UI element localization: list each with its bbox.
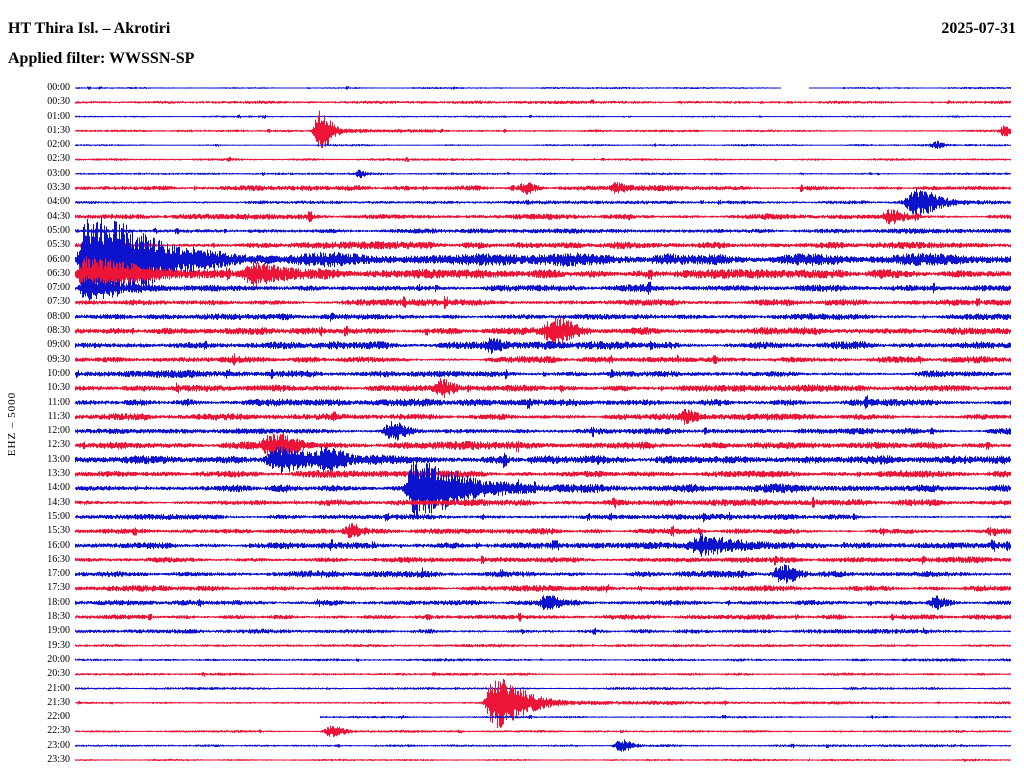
time-label: 08:30 <box>47 325 70 337</box>
time-label: 19:00 <box>47 625 70 637</box>
time-label: 01:00 <box>47 110 70 122</box>
time-label: 22:30 <box>47 725 70 737</box>
time-label: 00:00 <box>47 82 70 93</box>
time-label: 17:00 <box>47 568 70 580</box>
time-label: 05:00 <box>47 224 70 236</box>
time-label: 09:00 <box>47 339 70 351</box>
time-label: 13:30 <box>47 468 70 480</box>
time-label: 15:00 <box>47 510 70 522</box>
time-label: 07:00 <box>47 282 70 294</box>
time-label: 12:00 <box>47 425 70 437</box>
time-label: 18:30 <box>47 611 70 623</box>
time-label: 03:00 <box>47 167 70 179</box>
filter-label: Applied filter: WWSSN-SP <box>8 50 195 67</box>
time-label: 07:30 <box>47 296 70 308</box>
station-title: HT Thira Isl. – Akrotiri <box>8 20 171 37</box>
time-label: 20:00 <box>47 653 70 665</box>
date-label: 2025-07-31 <box>941 20 1016 37</box>
time-label: 03:30 <box>47 182 70 194</box>
time-label: 12:30 <box>47 439 70 451</box>
time-label: 23:30 <box>47 754 70 765</box>
time-label: 02:30 <box>47 153 70 165</box>
time-label: 04:00 <box>47 196 70 208</box>
time-label: 02:00 <box>47 139 70 151</box>
time-label: 01:30 <box>47 124 70 136</box>
time-label: 04:30 <box>47 210 70 222</box>
time-label: 06:00 <box>47 253 70 265</box>
time-label: 19:30 <box>47 639 70 651</box>
time-label: 17:30 <box>47 582 70 594</box>
time-label: 14:00 <box>47 482 70 494</box>
time-label: 13:00 <box>47 453 70 465</box>
time-label: 11:00 <box>47 396 70 408</box>
time-label: 22:00 <box>47 711 70 723</box>
time-label: 20:30 <box>47 668 70 680</box>
time-label: 21:00 <box>47 682 70 694</box>
time-label: 08:00 <box>47 310 70 322</box>
time-label: 21:30 <box>47 696 70 708</box>
time-label: 05:30 <box>47 239 70 251</box>
time-label: 10:00 <box>47 367 70 379</box>
time-label: 18:00 <box>47 596 70 608</box>
time-label: 23:00 <box>47 739 70 751</box>
time-label: 00:30 <box>47 96 70 108</box>
time-label: 14:30 <box>47 496 70 508</box>
time-label: 11:30 <box>47 410 70 422</box>
time-label: 16:30 <box>47 553 70 565</box>
time-label: 15:30 <box>47 525 70 537</box>
time-label: 10:30 <box>47 382 70 394</box>
time-label: 09:30 <box>47 353 70 365</box>
time-label: 16:00 <box>47 539 70 551</box>
time-label: 06:30 <box>47 267 70 279</box>
